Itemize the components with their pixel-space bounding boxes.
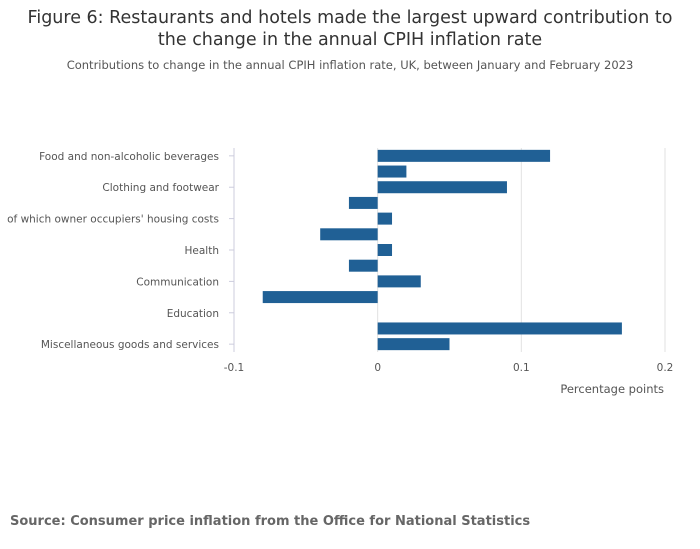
source-note: Source: Consumer price inflation from th… xyxy=(10,514,531,529)
bar xyxy=(377,181,507,194)
bar xyxy=(377,149,551,162)
y-category-label: of which owner occupiers' housing costs xyxy=(7,214,219,226)
chart-title: Figure 6: Restaurants and hotels made th… xyxy=(0,7,700,51)
y-category-label: Health xyxy=(185,245,219,257)
bar xyxy=(320,228,378,241)
x-tick-label: -0.1 xyxy=(224,362,245,374)
chart-subtitle: Contributions to change in the annual CP… xyxy=(66,58,634,72)
title-line: Figure 6: Restaurants and hotels made th… xyxy=(27,8,673,28)
y-category-label: Education xyxy=(167,308,219,320)
y-category-label: Miscellaneous goods and services xyxy=(41,339,219,351)
bar xyxy=(348,259,378,272)
x-tick-label: 0.1 xyxy=(513,362,530,374)
x-axis-label: Percentage points xyxy=(560,382,664,396)
x-tick-label: 0.2 xyxy=(657,362,674,374)
x-tick-label: 0 xyxy=(374,362,381,374)
bar xyxy=(377,165,407,178)
bar xyxy=(377,212,393,225)
bar xyxy=(377,322,622,335)
y-category-label: Clothing and footwear xyxy=(102,182,219,194)
bar xyxy=(377,338,450,351)
bar xyxy=(377,244,393,256)
bar xyxy=(262,291,378,304)
bar xyxy=(348,196,378,209)
bar xyxy=(377,275,421,288)
y-category-label: Food and non-alcoholic beverages xyxy=(39,151,219,163)
y-category-label: Communication xyxy=(136,276,219,288)
title-line: the change in the annual CPIH inflation … xyxy=(157,30,543,50)
